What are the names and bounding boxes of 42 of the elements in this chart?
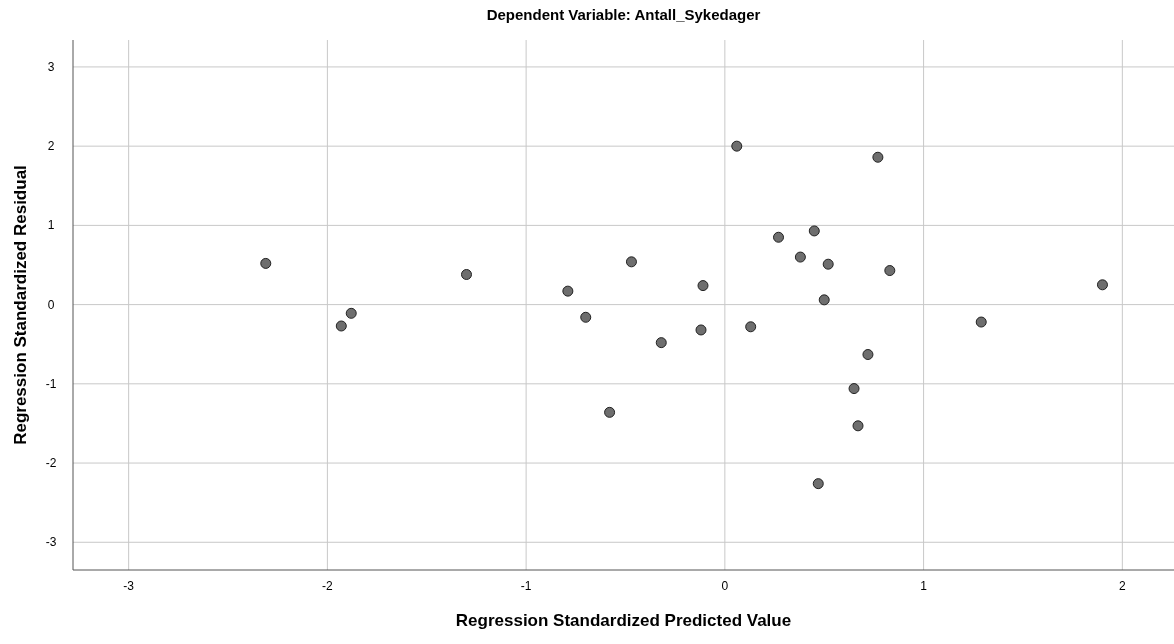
point [655, 337, 667, 349]
point [848, 383, 860, 395]
point [604, 406, 616, 418]
x-tick-label: 1 [920, 579, 928, 593]
point [260, 257, 272, 269]
point [625, 256, 637, 268]
x-tick-label: -3 [123, 579, 135, 593]
y-tick-label: -2 [45, 456, 57, 471]
point [335, 320, 347, 332]
point [812, 478, 824, 490]
point [345, 307, 357, 319]
y-tick-label: 3 [47, 59, 55, 74]
point [808, 225, 820, 237]
y-tick-label: 0 [47, 297, 55, 312]
point [461, 269, 472, 280]
x-tick-label: -2 [322, 579, 334, 593]
point [872, 151, 884, 163]
point [862, 349, 874, 360]
y-axis-title: Regression Standardized Residual [11, 165, 30, 445]
x-axis-title: Regression Standardized Predicted Value [455, 611, 792, 630]
point [884, 265, 896, 277]
point [794, 251, 806, 263]
point [745, 321, 757, 333]
y-tick-label: -1 [45, 376, 57, 391]
point [697, 280, 709, 292]
x-tick-label: -1 [520, 579, 532, 593]
point [562, 285, 574, 297]
y-tick-label: -3 [45, 535, 57, 550]
point [1096, 279, 1108, 291]
point [822, 258, 834, 270]
y-tick-label: 1 [47, 218, 55, 233]
chart-title: Dependent Variable: Antall_Sykedager [486, 6, 761, 23]
point [731, 140, 743, 152]
x-tick-label: 2 [1118, 579, 1126, 593]
y-tick-label: 2 [47, 139, 55, 154]
point [773, 231, 785, 243]
point [580, 311, 592, 323]
point [695, 324, 707, 336]
point [975, 316, 987, 328]
x-tick-label: 0 [721, 579, 729, 593]
point [852, 420, 864, 432]
point [818, 294, 830, 306]
